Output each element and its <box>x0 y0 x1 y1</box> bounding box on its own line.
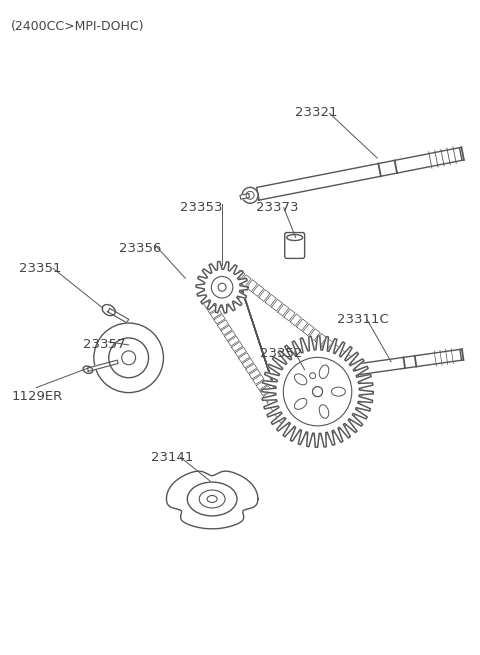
Text: 23311C: 23311C <box>337 313 389 326</box>
Polygon shape <box>262 336 373 447</box>
Text: 1129ER: 1129ER <box>12 390 62 403</box>
Polygon shape <box>87 360 118 371</box>
Ellipse shape <box>294 374 307 385</box>
Circle shape <box>312 386 323 396</box>
Text: 23356: 23356 <box>119 242 161 255</box>
Polygon shape <box>207 274 361 436</box>
Circle shape <box>122 351 136 365</box>
Polygon shape <box>240 193 250 199</box>
Text: 23352: 23352 <box>260 347 302 360</box>
FancyBboxPatch shape <box>285 233 305 259</box>
Ellipse shape <box>319 365 329 379</box>
Circle shape <box>242 187 258 203</box>
Ellipse shape <box>102 305 115 316</box>
Text: 23357: 23357 <box>83 338 125 351</box>
Circle shape <box>310 373 316 379</box>
Ellipse shape <box>319 365 329 379</box>
Ellipse shape <box>294 398 307 409</box>
Polygon shape <box>108 309 129 323</box>
Ellipse shape <box>187 482 237 516</box>
Ellipse shape <box>287 234 302 240</box>
Ellipse shape <box>332 387 346 396</box>
Ellipse shape <box>207 496 217 502</box>
Circle shape <box>307 369 319 382</box>
Text: 23321: 23321 <box>295 106 337 119</box>
Ellipse shape <box>294 374 307 385</box>
Text: (2400CC>MPI-DOHC): (2400CC>MPI-DOHC) <box>12 20 145 33</box>
Polygon shape <box>196 261 248 313</box>
Text: 23141: 23141 <box>151 451 193 464</box>
Circle shape <box>210 274 235 300</box>
Circle shape <box>283 358 352 426</box>
Text: 23351: 23351 <box>19 263 62 275</box>
Polygon shape <box>319 349 461 380</box>
Circle shape <box>246 191 254 199</box>
Polygon shape <box>262 336 373 447</box>
Ellipse shape <box>294 398 307 409</box>
Circle shape <box>94 323 164 392</box>
Circle shape <box>211 276 233 298</box>
Ellipse shape <box>319 405 329 419</box>
Circle shape <box>283 358 352 426</box>
Text: 23353: 23353 <box>180 200 223 214</box>
Circle shape <box>312 386 323 396</box>
Polygon shape <box>257 147 462 200</box>
Circle shape <box>218 283 226 291</box>
Circle shape <box>218 283 226 291</box>
Polygon shape <box>196 261 248 313</box>
Circle shape <box>109 338 148 378</box>
Polygon shape <box>167 471 258 529</box>
Ellipse shape <box>83 366 93 373</box>
Ellipse shape <box>319 405 329 419</box>
Ellipse shape <box>199 490 225 508</box>
Ellipse shape <box>332 387 346 396</box>
Text: 23373: 23373 <box>256 200 299 214</box>
